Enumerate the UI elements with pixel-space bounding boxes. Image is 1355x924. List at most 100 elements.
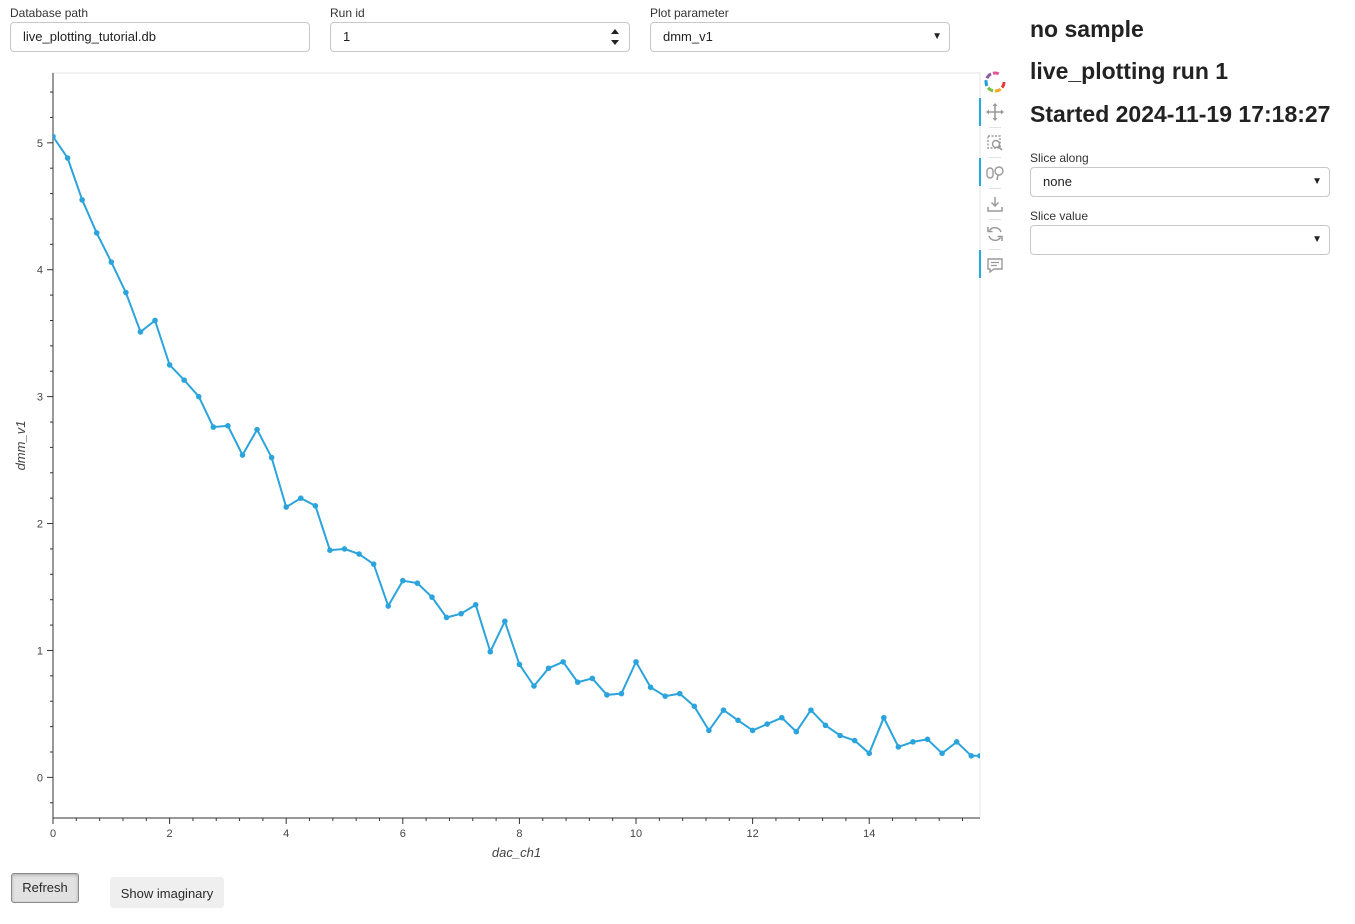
wheel-zoom-icon[interactable]: [983, 161, 1007, 185]
data-point[interactable]: [108, 259, 115, 265]
plot-param-value: dmm_v1: [663, 29, 713, 44]
slice-value-label: Slice value: [1030, 209, 1089, 223]
data-point[interactable]: [414, 580, 421, 587]
data-point[interactable]: [778, 714, 785, 721]
data-point[interactable]: [881, 714, 887, 721]
data-point[interactable]: [487, 648, 494, 655]
data-point[interactable]: [502, 618, 508, 625]
chevron-down-icon: ▼: [932, 31, 942, 42]
data-point[interactable]: [370, 561, 377, 567]
data-point[interactable]: [764, 721, 770, 727]
data-point[interactable]: [79, 197, 85, 203]
data-point[interactable]: [356, 551, 362, 557]
data-point[interactable]: [443, 614, 450, 621]
data-point[interactable]: [181, 377, 187, 383]
data-point[interactable]: [385, 603, 392, 609]
save-icon[interactable]: [983, 192, 1007, 216]
data-point[interactable]: [152, 317, 158, 324]
data-point[interactable]: [662, 693, 668, 699]
run-id-spinner[interactable]: 1: [330, 22, 630, 52]
data-point[interactable]: [837, 732, 843, 739]
spinner-arrows-icon[interactable]: [609, 26, 621, 48]
data-point[interactable]: [749, 727, 756, 734]
data-point[interactable]: [618, 690, 625, 697]
data-point[interactable]: [968, 753, 975, 759]
data-point[interactable]: [560, 659, 566, 665]
data-point[interactable]: [589, 675, 596, 682]
x-tick-label: 14: [863, 828, 875, 840]
data-point[interactable]: [706, 727, 712, 734]
data-point[interactable]: [647, 684, 654, 691]
x-tick-label: 8: [516, 828, 522, 840]
data-point[interactable]: [516, 661, 523, 668]
reset-icon[interactable]: [983, 222, 1007, 246]
data-point[interactable]: [910, 739, 916, 745]
y-tick-label: 0: [37, 772, 43, 784]
data-point[interactable]: [137, 329, 144, 335]
plot-param-label: Plot parameter: [650, 6, 729, 20]
refresh-button[interactable]: Refresh: [11, 873, 79, 903]
data-point[interactable]: [953, 739, 960, 745]
x-tick-label: 4: [283, 828, 289, 840]
chevron-down-icon: ▼: [1312, 176, 1322, 187]
data-point[interactable]: [691, 703, 698, 710]
data-point[interactable]: [924, 736, 931, 743]
data-point[interactable]: [574, 679, 581, 685]
data-point[interactable]: [400, 577, 406, 584]
plot-area[interactable]: [52, 72, 981, 819]
x-tick-label: 0: [50, 828, 56, 840]
hover-icon[interactable]: [983, 253, 1007, 277]
data-point[interactable]: [633, 659, 639, 665]
data-point[interactable]: [472, 601, 479, 608]
data-point[interactable]: [866, 750, 873, 757]
data-point[interactable]: [268, 454, 275, 461]
data-point[interactable]: [458, 610, 464, 617]
y-tick-label: 1: [37, 645, 43, 657]
y-tick-label: 5: [37, 138, 43, 150]
data-point[interactable]: [720, 707, 727, 713]
data-point[interactable]: [297, 495, 304, 501]
db-path-input[interactable]: live_plotting_tutorial.db: [10, 22, 310, 52]
data-point[interactable]: [341, 546, 348, 552]
data-point[interactable]: [166, 362, 173, 368]
db-path-value: live_plotting_tutorial.db: [23, 29, 156, 44]
data-point[interactable]: [977, 753, 983, 759]
data-point[interactable]: [64, 155, 71, 161]
data-point[interactable]: [254, 426, 260, 433]
data-point[interactable]: [123, 289, 129, 296]
data-point[interactable]: [939, 750, 945, 757]
data-point[interactable]: [93, 230, 100, 236]
y-axis-label: dmm_v1: [13, 421, 28, 471]
data-point[interactable]: [283, 504, 290, 510]
x-tick-label: 2: [167, 828, 173, 840]
data-point[interactable]: [822, 722, 829, 729]
data-point[interactable]: [851, 737, 858, 744]
data-point[interactable]: [312, 502, 319, 509]
data-point[interactable]: [531, 683, 537, 689]
data-point[interactable]: [327, 547, 333, 554]
slice-along-label: Slice along: [1030, 151, 1089, 165]
data-point[interactable]: [195, 393, 202, 400]
bokeh-logo-icon[interactable]: [983, 70, 1007, 94]
slice-along-value: none: [1043, 174, 1072, 189]
data-point[interactable]: [808, 707, 814, 713]
show-imaginary-button[interactable]: Show imaginary: [110, 877, 224, 908]
data-point[interactable]: [429, 594, 435, 600]
box-zoom-icon[interactable]: [983, 131, 1007, 155]
data-point[interactable]: [676, 690, 683, 697]
data-point[interactable]: [239, 452, 246, 458]
run-title: live_plotting run 1: [1030, 58, 1229, 84]
data-point[interactable]: [50, 133, 56, 140]
data-point[interactable]: [735, 717, 741, 724]
data-point[interactable]: [210, 424, 217, 430]
slice-along-select[interactable]: none ▼: [1030, 167, 1330, 197]
data-point[interactable]: [895, 744, 902, 750]
slice-value-select[interactable]: ▼: [1030, 225, 1330, 255]
data-point[interactable]: [225, 423, 231, 429]
data-point[interactable]: [545, 665, 552, 672]
data-point[interactable]: [793, 728, 800, 735]
plot-param-select[interactable]: dmm_v1 ▼: [650, 22, 950, 52]
data-point[interactable]: [604, 692, 610, 698]
pan-icon[interactable]: [983, 100, 1007, 124]
